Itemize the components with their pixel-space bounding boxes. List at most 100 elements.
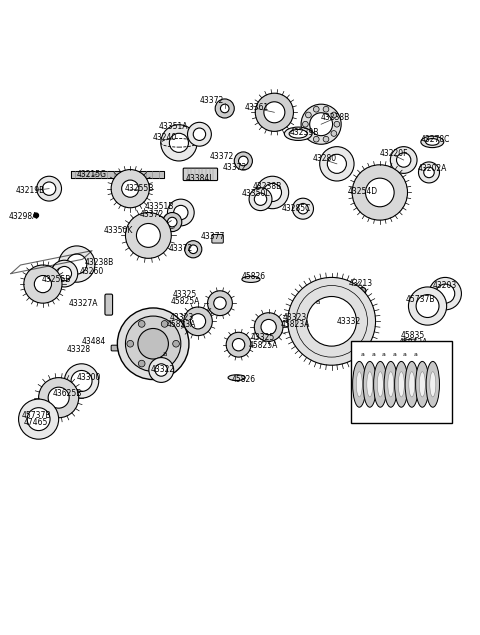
Ellipse shape xyxy=(356,371,362,397)
Circle shape xyxy=(168,217,177,227)
Circle shape xyxy=(232,338,245,351)
Text: 43384L: 43384L xyxy=(185,173,214,183)
Circle shape xyxy=(51,260,78,287)
Circle shape xyxy=(169,133,189,152)
Ellipse shape xyxy=(416,361,429,407)
Text: 45826: 45826 xyxy=(241,272,265,281)
Circle shape xyxy=(173,340,180,347)
Ellipse shape xyxy=(363,361,376,407)
Ellipse shape xyxy=(409,371,415,397)
Circle shape xyxy=(121,180,139,197)
Circle shape xyxy=(174,205,188,220)
Circle shape xyxy=(226,332,251,357)
Circle shape xyxy=(352,165,408,220)
Ellipse shape xyxy=(420,371,425,397)
Circle shape xyxy=(117,308,189,380)
Text: a: a xyxy=(163,351,167,357)
Text: 43238B: 43238B xyxy=(253,182,282,190)
Circle shape xyxy=(310,113,333,136)
Circle shape xyxy=(149,358,174,382)
Circle shape xyxy=(408,287,446,325)
Text: 43325: 43325 xyxy=(251,333,275,342)
Text: 43372: 43372 xyxy=(210,152,234,161)
Text: 43323: 43323 xyxy=(283,313,307,322)
Text: 43215G: 43215G xyxy=(77,170,107,179)
Text: 45826: 45826 xyxy=(232,375,256,384)
Text: 43327A: 43327A xyxy=(69,298,98,308)
Circle shape xyxy=(64,364,99,398)
Circle shape xyxy=(220,104,229,113)
Text: 43625B: 43625B xyxy=(52,389,82,398)
Circle shape xyxy=(323,107,329,112)
Circle shape xyxy=(360,288,366,294)
Text: 43350K: 43350K xyxy=(104,226,133,235)
Text: 43213: 43213 xyxy=(348,279,373,288)
Ellipse shape xyxy=(405,361,419,407)
Text: a: a xyxy=(371,352,375,357)
Circle shape xyxy=(155,364,168,376)
Ellipse shape xyxy=(284,127,312,140)
Circle shape xyxy=(184,307,212,336)
Circle shape xyxy=(38,378,79,418)
Text: 43351B: 43351B xyxy=(144,202,174,211)
Text: 43220F: 43220F xyxy=(379,149,408,158)
Ellipse shape xyxy=(373,361,387,407)
Circle shape xyxy=(429,277,461,310)
Ellipse shape xyxy=(421,136,444,147)
Text: 43298A: 43298A xyxy=(9,212,38,221)
Circle shape xyxy=(125,316,181,371)
Circle shape xyxy=(261,319,276,335)
Circle shape xyxy=(334,121,340,127)
Ellipse shape xyxy=(289,130,307,138)
Ellipse shape xyxy=(367,371,373,397)
Circle shape xyxy=(320,147,354,181)
Text: 43484: 43484 xyxy=(82,337,106,346)
Text: 43372: 43372 xyxy=(140,210,164,220)
Circle shape xyxy=(191,314,205,329)
Circle shape xyxy=(396,153,411,167)
Text: 43377: 43377 xyxy=(201,232,225,241)
Circle shape xyxy=(161,321,168,327)
Circle shape xyxy=(127,340,133,347)
Text: 45835: 45835 xyxy=(401,331,425,340)
Text: 43322: 43322 xyxy=(151,364,175,373)
Text: 45825A: 45825A xyxy=(170,297,200,306)
Circle shape xyxy=(138,328,168,359)
Circle shape xyxy=(331,131,337,137)
Text: 43238B: 43238B xyxy=(321,112,350,121)
Circle shape xyxy=(67,254,87,274)
FancyBboxPatch shape xyxy=(111,345,136,351)
FancyBboxPatch shape xyxy=(183,168,217,180)
Circle shape xyxy=(436,284,455,303)
Ellipse shape xyxy=(430,371,436,397)
Circle shape xyxy=(161,360,168,367)
Circle shape xyxy=(327,154,347,173)
Ellipse shape xyxy=(388,371,394,397)
Circle shape xyxy=(254,312,283,342)
Ellipse shape xyxy=(228,375,245,380)
Circle shape xyxy=(313,137,319,142)
Circle shape xyxy=(234,152,252,170)
Circle shape xyxy=(19,399,59,439)
Text: 45823A: 45823A xyxy=(280,320,310,329)
Circle shape xyxy=(416,295,439,318)
Text: 43239B: 43239B xyxy=(290,128,319,137)
Text: 45825A: 45825A xyxy=(248,341,277,350)
Circle shape xyxy=(125,213,171,258)
Circle shape xyxy=(313,107,319,112)
Circle shape xyxy=(365,178,394,207)
Text: 45842A: 45842A xyxy=(398,338,428,347)
Text: 43351A: 43351A xyxy=(158,122,188,131)
Circle shape xyxy=(264,102,285,123)
Text: a: a xyxy=(392,352,396,357)
Ellipse shape xyxy=(242,276,260,283)
Circle shape xyxy=(292,198,313,219)
Ellipse shape xyxy=(384,361,397,407)
Text: 43323: 43323 xyxy=(169,313,194,322)
Text: 43300: 43300 xyxy=(76,373,101,382)
Circle shape xyxy=(138,321,145,327)
Circle shape xyxy=(136,224,160,248)
Text: 45737B: 45737B xyxy=(22,411,51,420)
Circle shape xyxy=(390,147,417,173)
Ellipse shape xyxy=(377,371,384,397)
